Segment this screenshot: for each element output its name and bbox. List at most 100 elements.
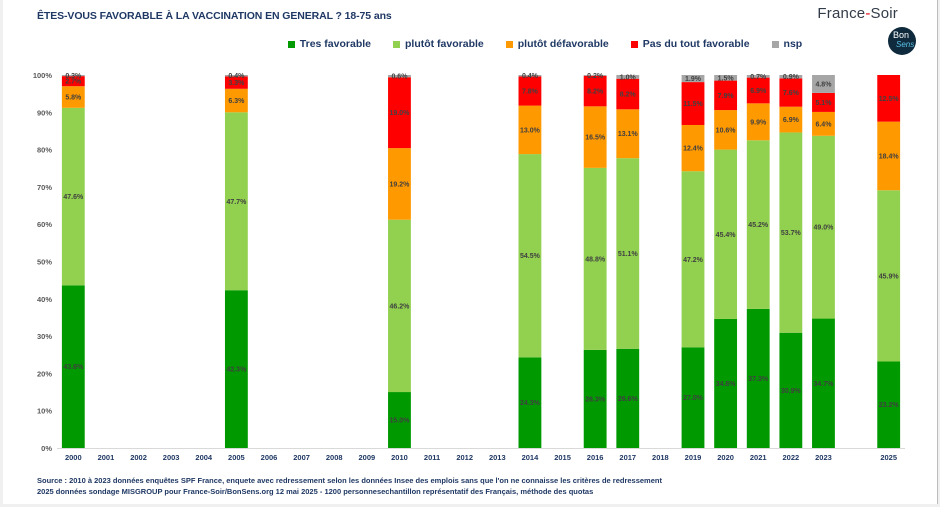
data-label: 23.2% [879, 402, 900, 409]
bar-segment [714, 80, 738, 111]
x-tick-label: 2025 [880, 453, 897, 462]
data-label: 46.2% [390, 303, 411, 310]
bar-segment [714, 318, 738, 448]
data-label: 8.2% [620, 92, 637, 99]
bar-segment [224, 76, 248, 89]
x-tick-label: 2018 [652, 453, 669, 462]
data-label: 11.5% [683, 101, 703, 108]
bar-segment [616, 78, 640, 110]
data-label: 51.1% [618, 251, 639, 258]
bar-segment [518, 75, 542, 77]
x-tick-label: 2001 [98, 453, 115, 462]
x-tick-label: 2002 [130, 453, 147, 462]
bar-segment [746, 140, 770, 309]
bar-segment [61, 285, 85, 448]
brand-dash: - [865, 5, 871, 22]
data-label: 34.6% [716, 381, 737, 388]
bar-segment [583, 167, 607, 350]
bar-segment [877, 361, 901, 448]
bar-segment [779, 132, 803, 333]
bar-segment [779, 332, 803, 448]
data-label: 30.9% [781, 388, 802, 395]
data-label: 54.5% [520, 253, 541, 260]
bar-segment [61, 86, 85, 108]
y-tick-label: 50% [37, 258, 52, 267]
x-tick-label: 2008 [326, 453, 343, 462]
data-label: 45.4% [716, 232, 737, 239]
x-tick-label: 2000 [65, 453, 82, 462]
data-label: 7.6% [783, 90, 800, 97]
y-tick-label: 40% [37, 295, 52, 304]
x-tick-label: 2009 [359, 453, 376, 462]
data-label: 5.8% [65, 95, 82, 102]
bonsens-logo-icon: Bon Sens [888, 27, 916, 55]
bar-segment [61, 76, 85, 87]
legend-label: Tres favorable [299, 38, 371, 50]
data-label: 10.6% [716, 127, 737, 134]
data-label: 0.7% [750, 74, 767, 81]
legend-swatch [771, 40, 779, 48]
x-tick-label: 2023 [815, 453, 832, 462]
data-label: 48.8% [585, 256, 606, 263]
data-label: 7.9% [718, 93, 735, 100]
bar-segment [388, 148, 411, 220]
bar-segment [681, 75, 705, 83]
bar-segment [681, 124, 705, 172]
x-tick-label: 2021 [750, 453, 767, 462]
legend-label: plutôt défavorable [517, 38, 609, 50]
bar-segment [518, 76, 542, 106]
badge-line1: Bon [893, 30, 910, 40]
y-tick-label: 10% [37, 407, 52, 416]
bar-segment [61, 107, 85, 286]
data-label: 1.0% [620, 74, 637, 81]
bar-segment [224, 75, 248, 77]
y-tick-label: 30% [37, 332, 52, 341]
bar-segment [583, 75, 607, 76]
bar-segment [812, 75, 835, 93]
legend-label: Pas du tout favorable [642, 38, 750, 50]
x-tick-label: 2013 [489, 453, 506, 462]
bar-segment [388, 392, 411, 448]
x-tick-label: 2016 [587, 453, 604, 462]
data-label: 12.5% [879, 96, 900, 103]
data-label: 0.3% [65, 73, 82, 80]
data-label: 1.9% [685, 76, 702, 83]
x-tick-label: 2019 [685, 453, 702, 462]
bar-segment [877, 121, 901, 191]
bar-segment [616, 75, 640, 79]
bar-segment [388, 219, 411, 393]
data-label: 24.3% [520, 400, 541, 407]
bar-segment [518, 357, 542, 448]
y-tick-label: 90% [37, 108, 52, 117]
x-tick-label: 2003 [163, 453, 180, 462]
x-tick-label: 2005 [228, 453, 245, 462]
bar-segment [779, 75, 803, 79]
data-label: 19.2% [390, 181, 411, 188]
bar-segment [681, 82, 705, 125]
bar-segment [518, 105, 542, 155]
bar-segment [812, 92, 835, 112]
data-label: 7.8% [522, 89, 539, 96]
data-label: 26.6% [618, 396, 639, 403]
legend-item: plutôt défavorable [505, 38, 609, 50]
bar-segment [616, 158, 640, 349]
data-label: 9.9% [750, 119, 767, 126]
legend-swatch [630, 40, 638, 48]
data-label: 0.9% [783, 74, 800, 81]
bar-segment [616, 348, 640, 448]
legend-item: Tres favorable [287, 38, 371, 50]
y-tick-label: 80% [37, 146, 52, 155]
legend-swatch [392, 40, 400, 48]
data-label: 0.6% [391, 74, 408, 81]
bar-segment [746, 75, 770, 78]
data-label: 49.0% [814, 225, 835, 232]
source-note: Source : 2010 à 2023 données enquêtes SP… [37, 475, 662, 497]
data-label: 13.1% [618, 131, 639, 138]
bar-segment [746, 308, 770, 448]
bar-segment [388, 75, 411, 78]
x-tick-label: 2007 [293, 453, 310, 462]
legend-item: plutôt favorable [392, 38, 484, 50]
data-label: 0.4% [522, 73, 539, 80]
bar-segment [812, 111, 835, 136]
